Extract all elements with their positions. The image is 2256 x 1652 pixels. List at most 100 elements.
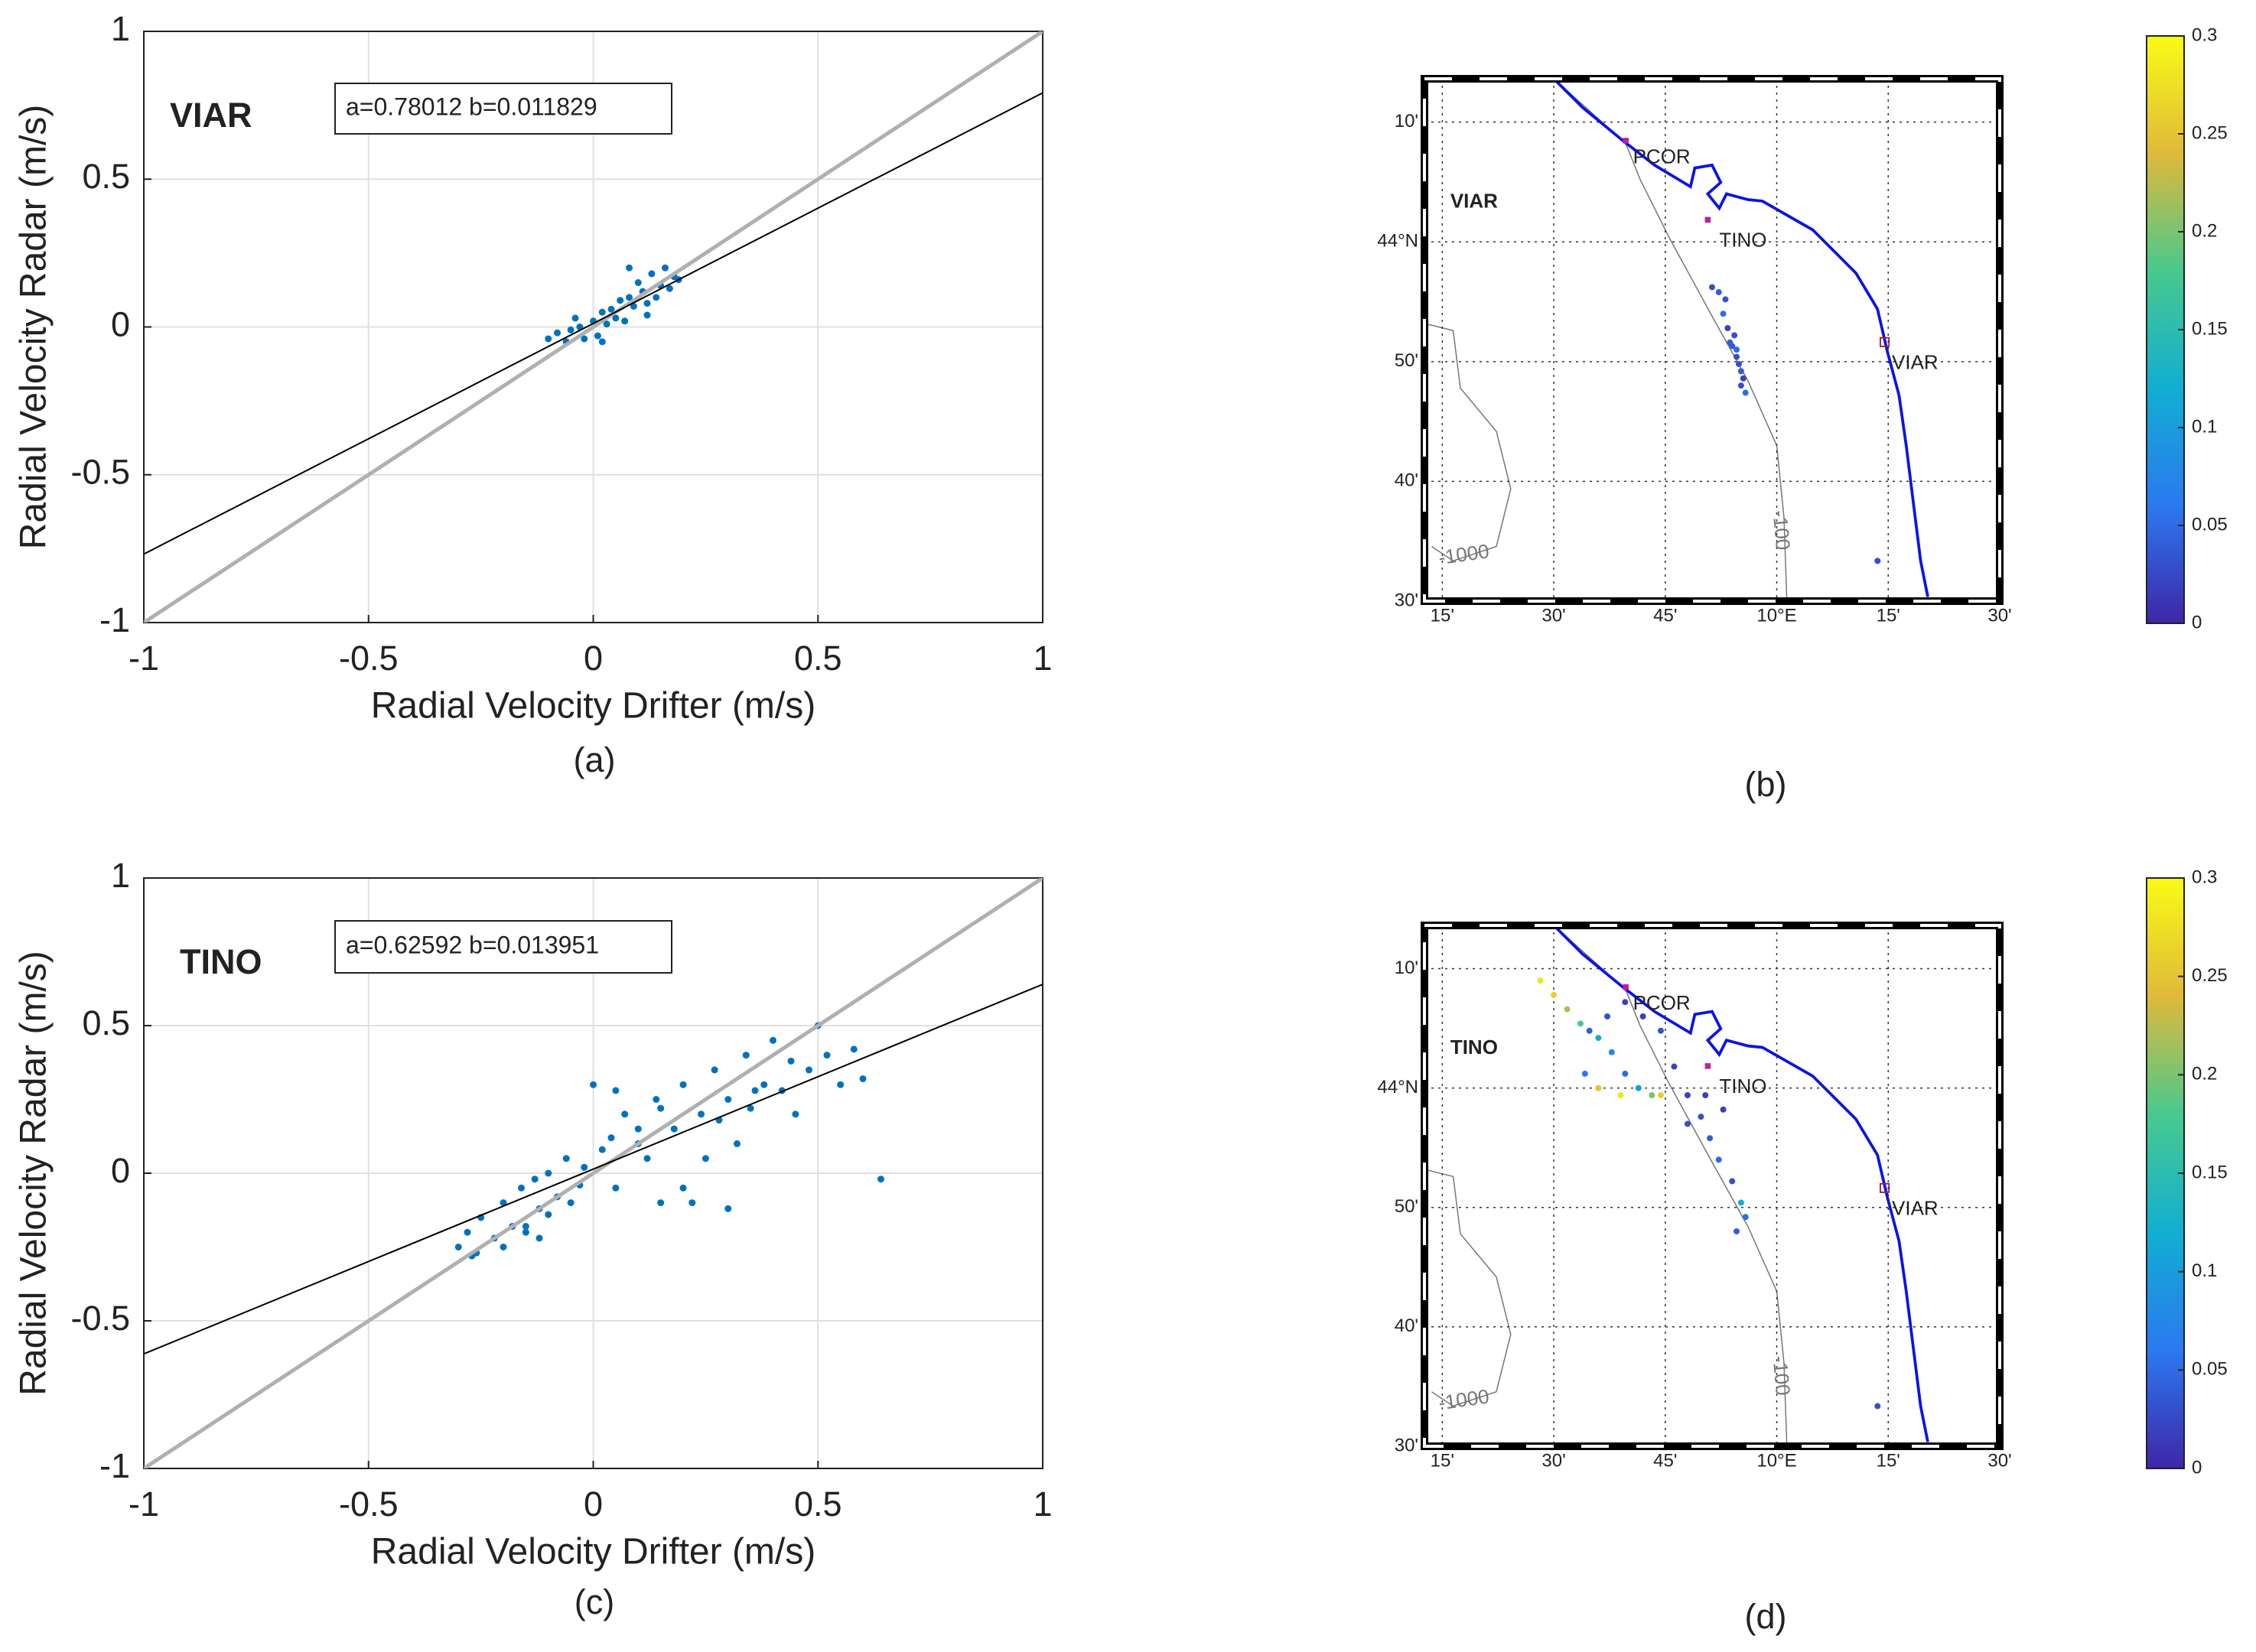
track-point [1635,1085,1642,1091]
x-tick-label: -0.5 [339,1485,399,1524]
track-point [1702,1092,1709,1099]
track-point [1698,1114,1704,1120]
x-tick-label: 30' [1987,1450,2011,1471]
x-axis-label: Radial Velocity Drifter (m/s) [371,1532,815,1572]
x-tick-label: 15' [1877,605,1900,626]
track-point [1657,1092,1664,1099]
colorbar-tick-label: 0.2 [2192,220,2217,241]
track-point [1684,1092,1691,1099]
y-tick-label: 1 [111,9,130,48]
track-point [1874,1403,1881,1410]
station-label: TINO [1450,1036,1498,1059]
colorbar [2146,35,2185,624]
plot-area [144,31,1043,623]
data-point [657,1104,665,1112]
track-point [1729,1178,1736,1185]
data-point [689,1199,696,1207]
data-point [711,1066,718,1074]
data-point [724,1096,732,1103]
data-point [760,1081,768,1088]
data-point [598,308,606,316]
data-point [554,329,561,337]
x-tick-label: 45' [1653,605,1677,626]
data-point [500,1199,507,1207]
site-label: VIAR [1892,1196,1939,1219]
y-tick-label: 1 [111,856,130,895]
annotation: a=0.78012 b=0.011829 [346,93,597,120]
data-point [607,305,615,313]
data-point [626,264,633,272]
track-point [1586,1027,1593,1034]
x-tick-label: 30' [1541,1450,1565,1471]
data-point [653,1096,660,1103]
data-point [643,311,651,319]
track-point [1709,284,1715,291]
reference-line [144,984,1043,1355]
data-point [567,326,575,333]
data-point [698,1111,705,1118]
x-tick-label: 10°E [1756,605,1796,626]
track-point [1671,1063,1678,1070]
data-point [679,1184,687,1192]
x-tick-label: -0.5 [339,639,399,678]
data-point [648,270,656,278]
data-point [877,1176,884,1183]
colorbar-tick-label: 0 [2192,1457,2202,1478]
track-point [1734,346,1740,353]
caption: (a) [574,740,616,779]
data-point [787,1057,795,1065]
data-point [536,1234,543,1242]
plot-area [144,878,1043,1468]
data-point [662,264,669,272]
data-point [653,294,660,301]
data-point [702,1155,709,1163]
track-point [1729,343,1736,350]
data-point [634,1125,642,1133]
data-point [770,1036,776,1044]
y-tick-label: 50' [1395,1196,1418,1217]
y-tick-label: 44°N [1377,1077,1418,1098]
y-tick-label: 44°N [1377,231,1418,252]
map-frame [1421,922,2004,1450]
track-point [1622,999,1629,1006]
x-tick-label: 0 [584,1485,603,1524]
data-point [724,1205,732,1212]
track-point [1737,382,1744,389]
data-point [634,279,642,287]
track-point [1720,1106,1727,1113]
track-point [1595,1085,1602,1091]
data-point [626,294,633,301]
y-tick-label: 30' [1395,590,1418,610]
data-point [571,314,579,322]
data-point [518,1184,525,1192]
plot-frame [143,877,1043,1469]
x-tick-label: 0.5 [794,639,842,678]
track-point [1649,1092,1655,1099]
data-point [522,1228,529,1236]
data-point [742,1052,750,1059]
track-point [1622,1070,1629,1077]
data-point [612,1184,620,1192]
track-point [1608,1049,1615,1055]
y-tick-label: 0.5 [82,1003,130,1042]
y-tick-label: 50' [1395,350,1418,371]
y-tick-label: -1 [99,600,130,639]
colorbar-tick-label: 0.2 [2192,1064,2217,1085]
x-tick-label: 30' [1987,605,2011,626]
y-axis-label: Radial Velocity Radar (m/s) [14,951,54,1396]
data-point [621,317,629,325]
map-frame [1421,75,2004,605]
track-point [1715,1156,1722,1163]
track-point [1737,368,1744,375]
colorbar-tick-label: 0.1 [2192,1260,2217,1281]
contour-label: -1000 [1437,539,1490,569]
y-tick-label: 0 [111,304,130,343]
colorbar-tick-label: 0.3 [2192,867,2217,887]
track-point [1720,311,1727,317]
site-label: PCOR [1633,991,1691,1014]
data-point [590,1081,597,1088]
plot-frame [143,31,1043,623]
y-tick-label: 40' [1395,470,1418,491]
y-tick-label: 40' [1395,1315,1418,1336]
track-point [1734,1228,1740,1234]
